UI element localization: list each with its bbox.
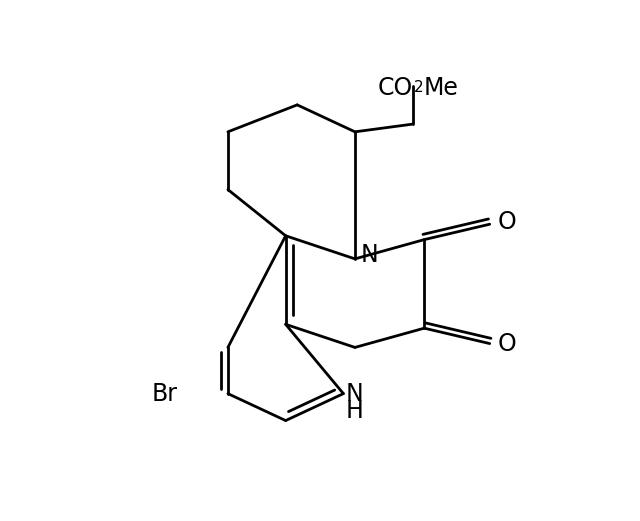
Text: Br: Br (152, 381, 178, 406)
Text: Me: Me (424, 77, 458, 101)
Text: H: H (346, 399, 364, 423)
Text: O: O (497, 210, 516, 234)
Text: N: N (346, 382, 364, 406)
Text: O: O (497, 331, 516, 355)
Text: N: N (360, 243, 378, 267)
Text: CO: CO (378, 77, 413, 101)
Text: 2: 2 (414, 80, 424, 95)
